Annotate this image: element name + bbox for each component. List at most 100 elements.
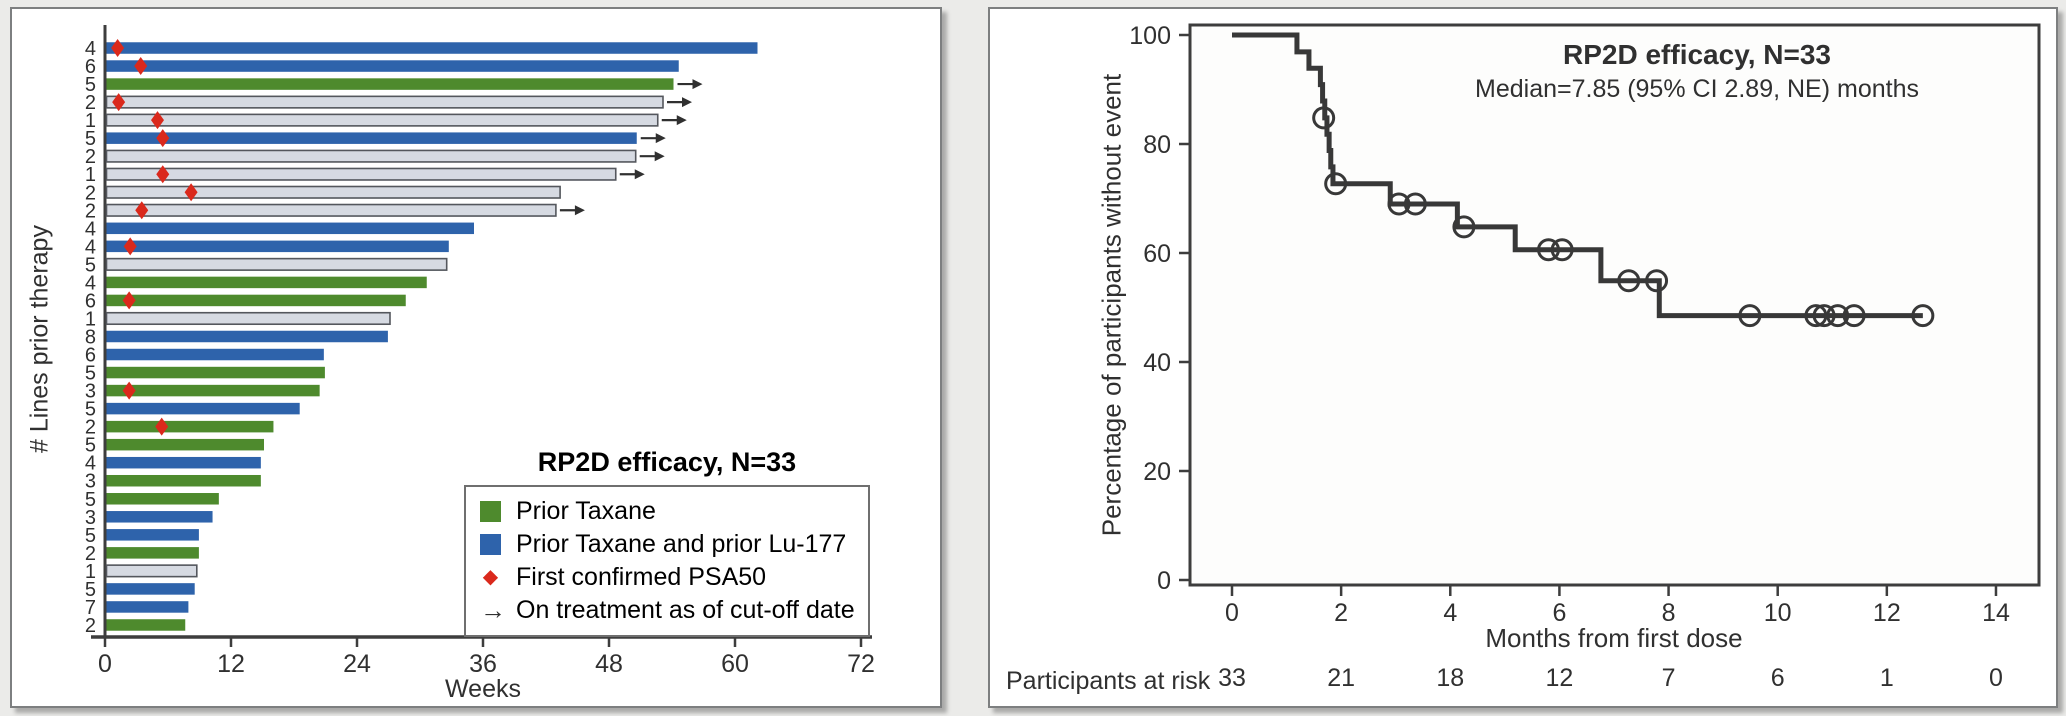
psa50-diamond-icon [134, 57, 148, 76]
row-label: 1 [85, 110, 96, 132]
swimmer-bar [105, 185, 561, 199]
row-label: 5 [85, 489, 96, 511]
row-label: 4 [85, 236, 96, 258]
row-label: 3 [85, 381, 96, 403]
legend-label: First confirmed PSA50 [516, 563, 767, 591]
x-tick-label: 12 [1873, 599, 1901, 627]
row-label: 2 [85, 200, 96, 222]
risk-count: 1 [1880, 664, 1894, 692]
y-tick-label: 80 [1143, 131, 1171, 159]
legend-title: RP2D efficacy, N=33 [537, 447, 797, 477]
row-label: 1 [85, 308, 96, 330]
swimmer-bar [106, 60, 679, 72]
row-label: 2 [85, 182, 96, 204]
on-treatment-arrowhead-icon [655, 133, 666, 144]
participants-at-risk-label: Participants at risk [1006, 667, 1211, 695]
row-label: 2 [85, 92, 96, 114]
swimmer-bar [106, 456, 261, 469]
legend-item-psa50: ◆ First confirmed PSA50 [480, 561, 856, 594]
psa50-diamond-icon [123, 237, 137, 256]
on-treatment-arrowhead-icon [574, 205, 585, 216]
censor-mark [1550, 238, 1574, 262]
km-title: RP2D efficacy, N=33 [1563, 39, 1831, 70]
swimmer-y-axis-label: # Lines prior therapy [25, 225, 54, 453]
row-label: 3 [85, 507, 96, 529]
on-treatment-arrowhead-icon [634, 169, 645, 180]
swimmer-bar [106, 348, 324, 361]
x-tick-label: 72 [847, 650, 875, 678]
x-tick-label: 2 [1334, 599, 1348, 627]
legend-item-on-treatment: → On treatment as of cut-off date [480, 594, 856, 627]
x-tick-label: 60 [721, 650, 749, 678]
psa50-diamond-icon [151, 111, 164, 130]
swimmer-bar [106, 529, 199, 541]
km-panel: 0 20 40 60 80 100 0 2 4 6 8 10 12 14 33 21 18 12 7 6 1 0 RP2D… [988, 7, 2058, 708]
psa50-diamond-icon [156, 165, 170, 184]
row-label: 3 [85, 471, 96, 493]
row-label: 2 [85, 543, 96, 565]
censor-mark [1617, 269, 1641, 293]
swimmer-bar [106, 240, 449, 253]
censor-mark [1842, 304, 1866, 328]
psa50-diamond-icon [156, 129, 170, 148]
prior-taxane-swatch-icon [480, 501, 501, 522]
swimmer-bar [106, 330, 388, 343]
row-label: 4 [85, 453, 96, 475]
y-tick-label: 100 [1129, 22, 1171, 50]
legend-item-prior-taxane: Prior Taxane [480, 495, 856, 528]
x-tick-label: 10 [1764, 599, 1792, 627]
censor-mark [1452, 215, 1476, 239]
km-plot-area [1188, 23, 2041, 587]
psa50-diamond-icon [111, 39, 125, 58]
swimmer-bar [105, 113, 659, 127]
row-label: 5 [85, 363, 96, 385]
censor-mark [1387, 192, 1411, 216]
row-label: 4 [85, 218, 96, 240]
psa50-diamond-icon [155, 417, 169, 436]
swimmer-bar [106, 222, 474, 235]
x-tick-label: 4 [1443, 599, 1457, 627]
km-median-annotation: Median=7.85 (95% CI 2.89, NE) months [1475, 75, 1919, 103]
swimmer-bar [106, 384, 320, 397]
swimmer-bar [105, 311, 391, 326]
swimmer-legend: RP2D efficacy, N=33 Prior Taxane Prior T… [464, 447, 870, 637]
x-tick-label: 36 [469, 650, 497, 678]
row-label: 5 [85, 525, 96, 547]
swimmer-bar [106, 474, 261, 487]
swimmer-bar [106, 294, 406, 307]
psa50-diamond-icon [122, 291, 136, 310]
swimmer-bar [106, 78, 674, 90]
row-label: 2 [85, 615, 96, 637]
row-label: 4 [85, 272, 96, 294]
legend-label: Prior Taxane and prior Lu-177 [516, 530, 847, 558]
swimmer-panel: 0 12 24 36 48 60 72 4 6 5 2 1 5 2 1 2 2 4 4 5 4 6 1 8 6 5 3 5 2 5 4 3 5 3… [10, 7, 942, 708]
swimmer-chart: 0 12 24 36 48 60 72465215212244546186535254353… [85, 25, 875, 678]
censor-mark [1804, 304, 1828, 328]
psa50-diamond-icon [184, 183, 198, 202]
x-tick-label: 0 [98, 650, 112, 678]
risk-count: 18 [1436, 664, 1464, 692]
x-tick-label: 48 [595, 650, 623, 678]
swimmer-bar [106, 132, 637, 144]
censor-mark [1911, 304, 1935, 328]
swimmer-bar [106, 438, 264, 451]
legend-item-prior-taxane-lu177: Prior Taxane and prior Lu-177 [480, 528, 856, 561]
swimmer-bar [106, 420, 274, 433]
risk-count: 7 [1662, 664, 1676, 692]
on-treatment-arrowhead-icon [654, 151, 665, 162]
row-label: 2 [85, 417, 96, 439]
swimmer-bar [105, 167, 617, 181]
swimmer-bar [106, 547, 199, 559]
swimmer-bar [106, 619, 186, 631]
legend-label: On treatment as of cut-off date [516, 596, 855, 624]
y-tick-label: 20 [1143, 458, 1171, 486]
row-label: 5 [85, 254, 96, 276]
x-tick-label: 14 [1982, 599, 2010, 627]
censor-mark [1324, 172, 1348, 196]
y-tick-label: 40 [1143, 349, 1171, 377]
swimmer-bar [105, 564, 198, 578]
censor-mark [1312, 106, 1336, 130]
swimmer-x-axis-label: Weeks [445, 675, 521, 703]
